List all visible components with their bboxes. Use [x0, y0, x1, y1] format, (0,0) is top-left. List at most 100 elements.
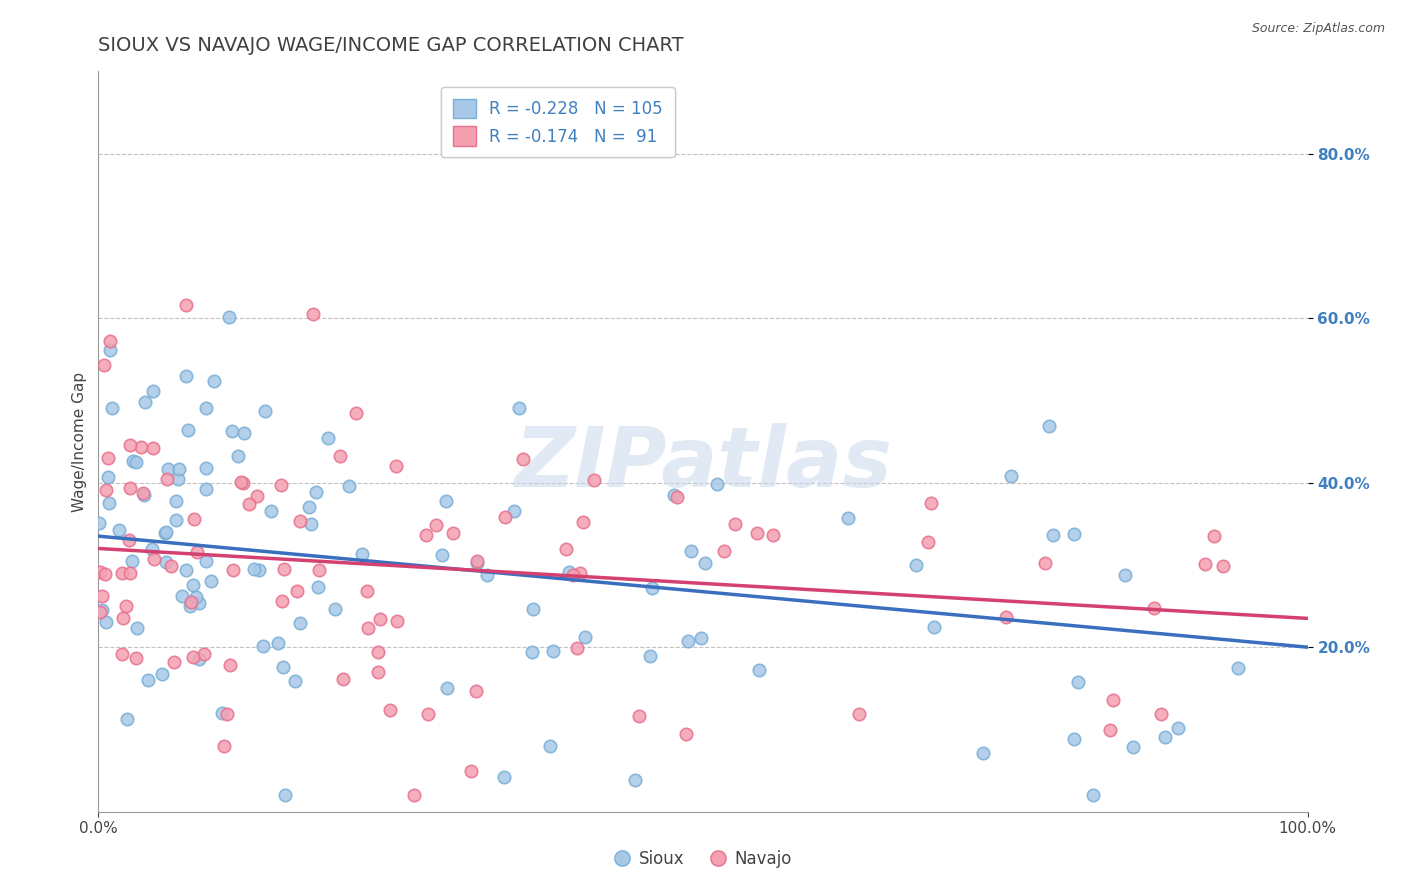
Point: [232, 476, 254, 491]
Point: [332, 672, 354, 686]
Point: [217, 706, 239, 721]
Point: [904, 558, 927, 572]
Point: [1099, 723, 1122, 738]
Point: [558, 565, 581, 579]
Point: [141, 541, 163, 556]
Point: [748, 663, 770, 677]
Point: [188, 652, 211, 666]
Point: [1033, 556, 1056, 570]
Point: [118, 481, 141, 495]
Point: [174, 368, 197, 383]
Point: [238, 497, 260, 511]
Point: [367, 645, 389, 659]
Point: [165, 513, 187, 527]
Point: [917, 534, 939, 549]
Point: [512, 451, 534, 466]
Point: [89, 605, 111, 619]
Point: [118, 566, 141, 581]
Point: [218, 310, 240, 325]
Point: [582, 474, 605, 488]
Point: [415, 528, 437, 542]
Point: [221, 424, 243, 438]
Point: [252, 639, 274, 653]
Point: [690, 631, 713, 645]
Point: [747, 526, 769, 541]
Point: [91, 589, 114, 603]
Point: [222, 563, 245, 577]
Point: [283, 673, 305, 688]
Point: [183, 512, 205, 526]
Point: [329, 449, 352, 463]
Point: [562, 567, 585, 582]
Point: [108, 523, 131, 537]
Point: [87, 516, 110, 530]
Point: [246, 489, 269, 503]
Point: [404, 789, 426, 803]
Point: [385, 459, 408, 474]
Point: [89, 565, 111, 579]
Point: [1114, 568, 1136, 582]
Point: [132, 488, 155, 502]
Point: [180, 595, 202, 609]
Point: [118, 533, 141, 548]
Point: [662, 488, 685, 502]
Point: [1102, 693, 1125, 707]
Point: [163, 655, 186, 669]
Point: [211, 706, 233, 720]
Point: [160, 559, 183, 574]
Point: [695, 556, 717, 570]
Point: [1167, 721, 1189, 735]
Point: [416, 707, 439, 722]
Point: [436, 681, 458, 695]
Point: [93, 358, 115, 372]
Point: [1042, 528, 1064, 542]
Point: [922, 620, 945, 634]
Point: [254, 404, 277, 418]
Point: [1212, 558, 1234, 573]
Point: [724, 516, 747, 531]
Point: [142, 442, 165, 456]
Point: [367, 665, 389, 679]
Point: [520, 645, 543, 659]
Point: [475, 568, 498, 582]
Point: [267, 636, 290, 650]
Point: [430, 548, 453, 562]
Point: [288, 616, 311, 631]
Point: [1143, 601, 1166, 615]
Point: [378, 703, 401, 717]
Point: [302, 307, 325, 321]
Point: [502, 504, 524, 518]
Point: [143, 552, 166, 566]
Point: [181, 578, 204, 592]
Point: [441, 526, 464, 541]
Y-axis label: Wage/Income Gap: Wage/Income Gap: [72, 371, 87, 512]
Point: [194, 482, 217, 496]
Point: [357, 621, 380, 635]
Point: [176, 298, 198, 312]
Point: [287, 584, 309, 599]
Point: [117, 712, 139, 726]
Point: [1153, 730, 1175, 744]
Point: [299, 516, 322, 531]
Point: [494, 510, 516, 524]
Point: [134, 395, 156, 409]
Text: Source: ZipAtlas.com: Source: ZipAtlas.com: [1251, 22, 1385, 36]
Point: [122, 453, 145, 467]
Point: [270, 477, 292, 491]
Point: [1226, 660, 1249, 674]
Point: [1063, 527, 1085, 541]
Point: [346, 406, 368, 420]
Point: [1150, 706, 1173, 721]
Point: [522, 602, 544, 616]
Point: [233, 426, 256, 441]
Point: [465, 554, 488, 568]
Point: [142, 384, 165, 399]
Point: [98, 496, 121, 510]
Point: [323, 601, 346, 615]
Point: [214, 739, 236, 753]
Point: [465, 556, 488, 570]
Point: [290, 514, 312, 528]
Point: [176, 423, 198, 437]
Point: [920, 496, 942, 510]
Point: [837, 510, 859, 524]
